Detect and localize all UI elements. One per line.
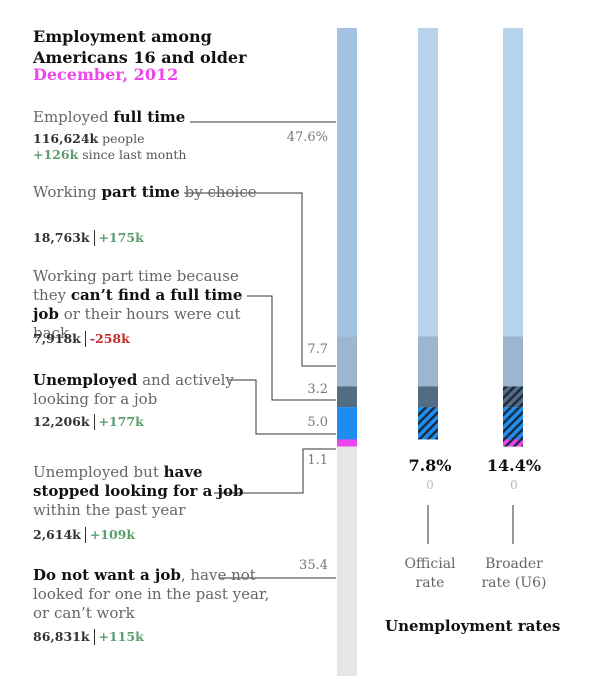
stat-stopped-looking: 2,614k +109k	[33, 527, 136, 543]
pct-label-full_time: 47.6%	[287, 130, 328, 145]
broader-segment-part_time_economic	[503, 386, 523, 408]
official-rate-label: Official rate	[404, 556, 456, 591]
connector-stopped_looking	[214, 448, 336, 494]
broader-rate-value: 14.4%	[486, 456, 542, 475]
segment-stopped_looking	[337, 439, 357, 447]
pct-label-part_time_economic: 3.2	[307, 382, 328, 397]
broader-segment-full_time	[503, 28, 523, 337]
chart-subtitle: December, 2012	[33, 65, 179, 84]
segment-unemployed_active	[337, 407, 357, 440]
broader-rate-label: Broader rate (U6)	[481, 556, 547, 591]
official-segment-part_time_choice	[418, 336, 438, 387]
label-part-time-economic: Working part time because they can’t fin…	[33, 267, 243, 342]
official-rate-zero: 0	[426, 478, 434, 492]
pct-label-part_time_choice: 7.7	[307, 342, 328, 357]
segment-full_time	[337, 28, 357, 337]
pct-label-stopped_looking: 1.1	[307, 453, 328, 468]
connector-part_time_choice	[184, 192, 336, 367]
label-unemployed-active: Unemployed and actively looking for a jo…	[33, 371, 234, 408]
connector-unemployed_active	[229, 379, 336, 435]
broader-segment-part_time_choice	[503, 336, 523, 387]
pct-label-unemployed_active: 5.0	[307, 415, 328, 430]
connector-part_time_economic	[247, 295, 336, 401]
broader-segment-unemployed_active	[503, 407, 523, 440]
chart-title: Employment among Americans 16 and older	[33, 27, 247, 67]
broader-rate-zero: 0	[510, 478, 518, 492]
segment-not_want_job	[337, 446, 357, 676]
label-stopped-looking: Unemployed but have stopped looking for …	[33, 463, 244, 519]
label-part-time-choice: Working part time by choice	[33, 183, 257, 201]
label-full-time: Employed full time	[33, 108, 186, 126]
unemployment-rates-title: Unemployment rates	[385, 617, 561, 635]
segment-part_time_economic	[337, 386, 357, 408]
stat-part-time-choice: 18,763k +175k	[33, 230, 144, 246]
official-segment-full_time	[418, 28, 438, 337]
official-segment-part_time_economic	[418, 386, 438, 408]
stat-part-time-economic: 7,918k -258k	[33, 331, 130, 347]
broader-segment-stopped_looking	[503, 439, 523, 447]
official-rate-value: 7.8%	[408, 456, 452, 475]
segment-part_time_choice	[337, 336, 357, 387]
label-not-want-job: Do not want a job, have not looked for o…	[33, 566, 270, 622]
stat-full-time: 116,624k people +126k since last month	[33, 131, 187, 162]
official-segment-unemployed_active	[418, 407, 438, 440]
pct-label-not_want_job: 35.4	[299, 558, 328, 573]
stat-not-want-job: 86,831k +115k	[33, 629, 144, 645]
stat-unemployed-active: 12,206k +177k	[33, 414, 144, 430]
